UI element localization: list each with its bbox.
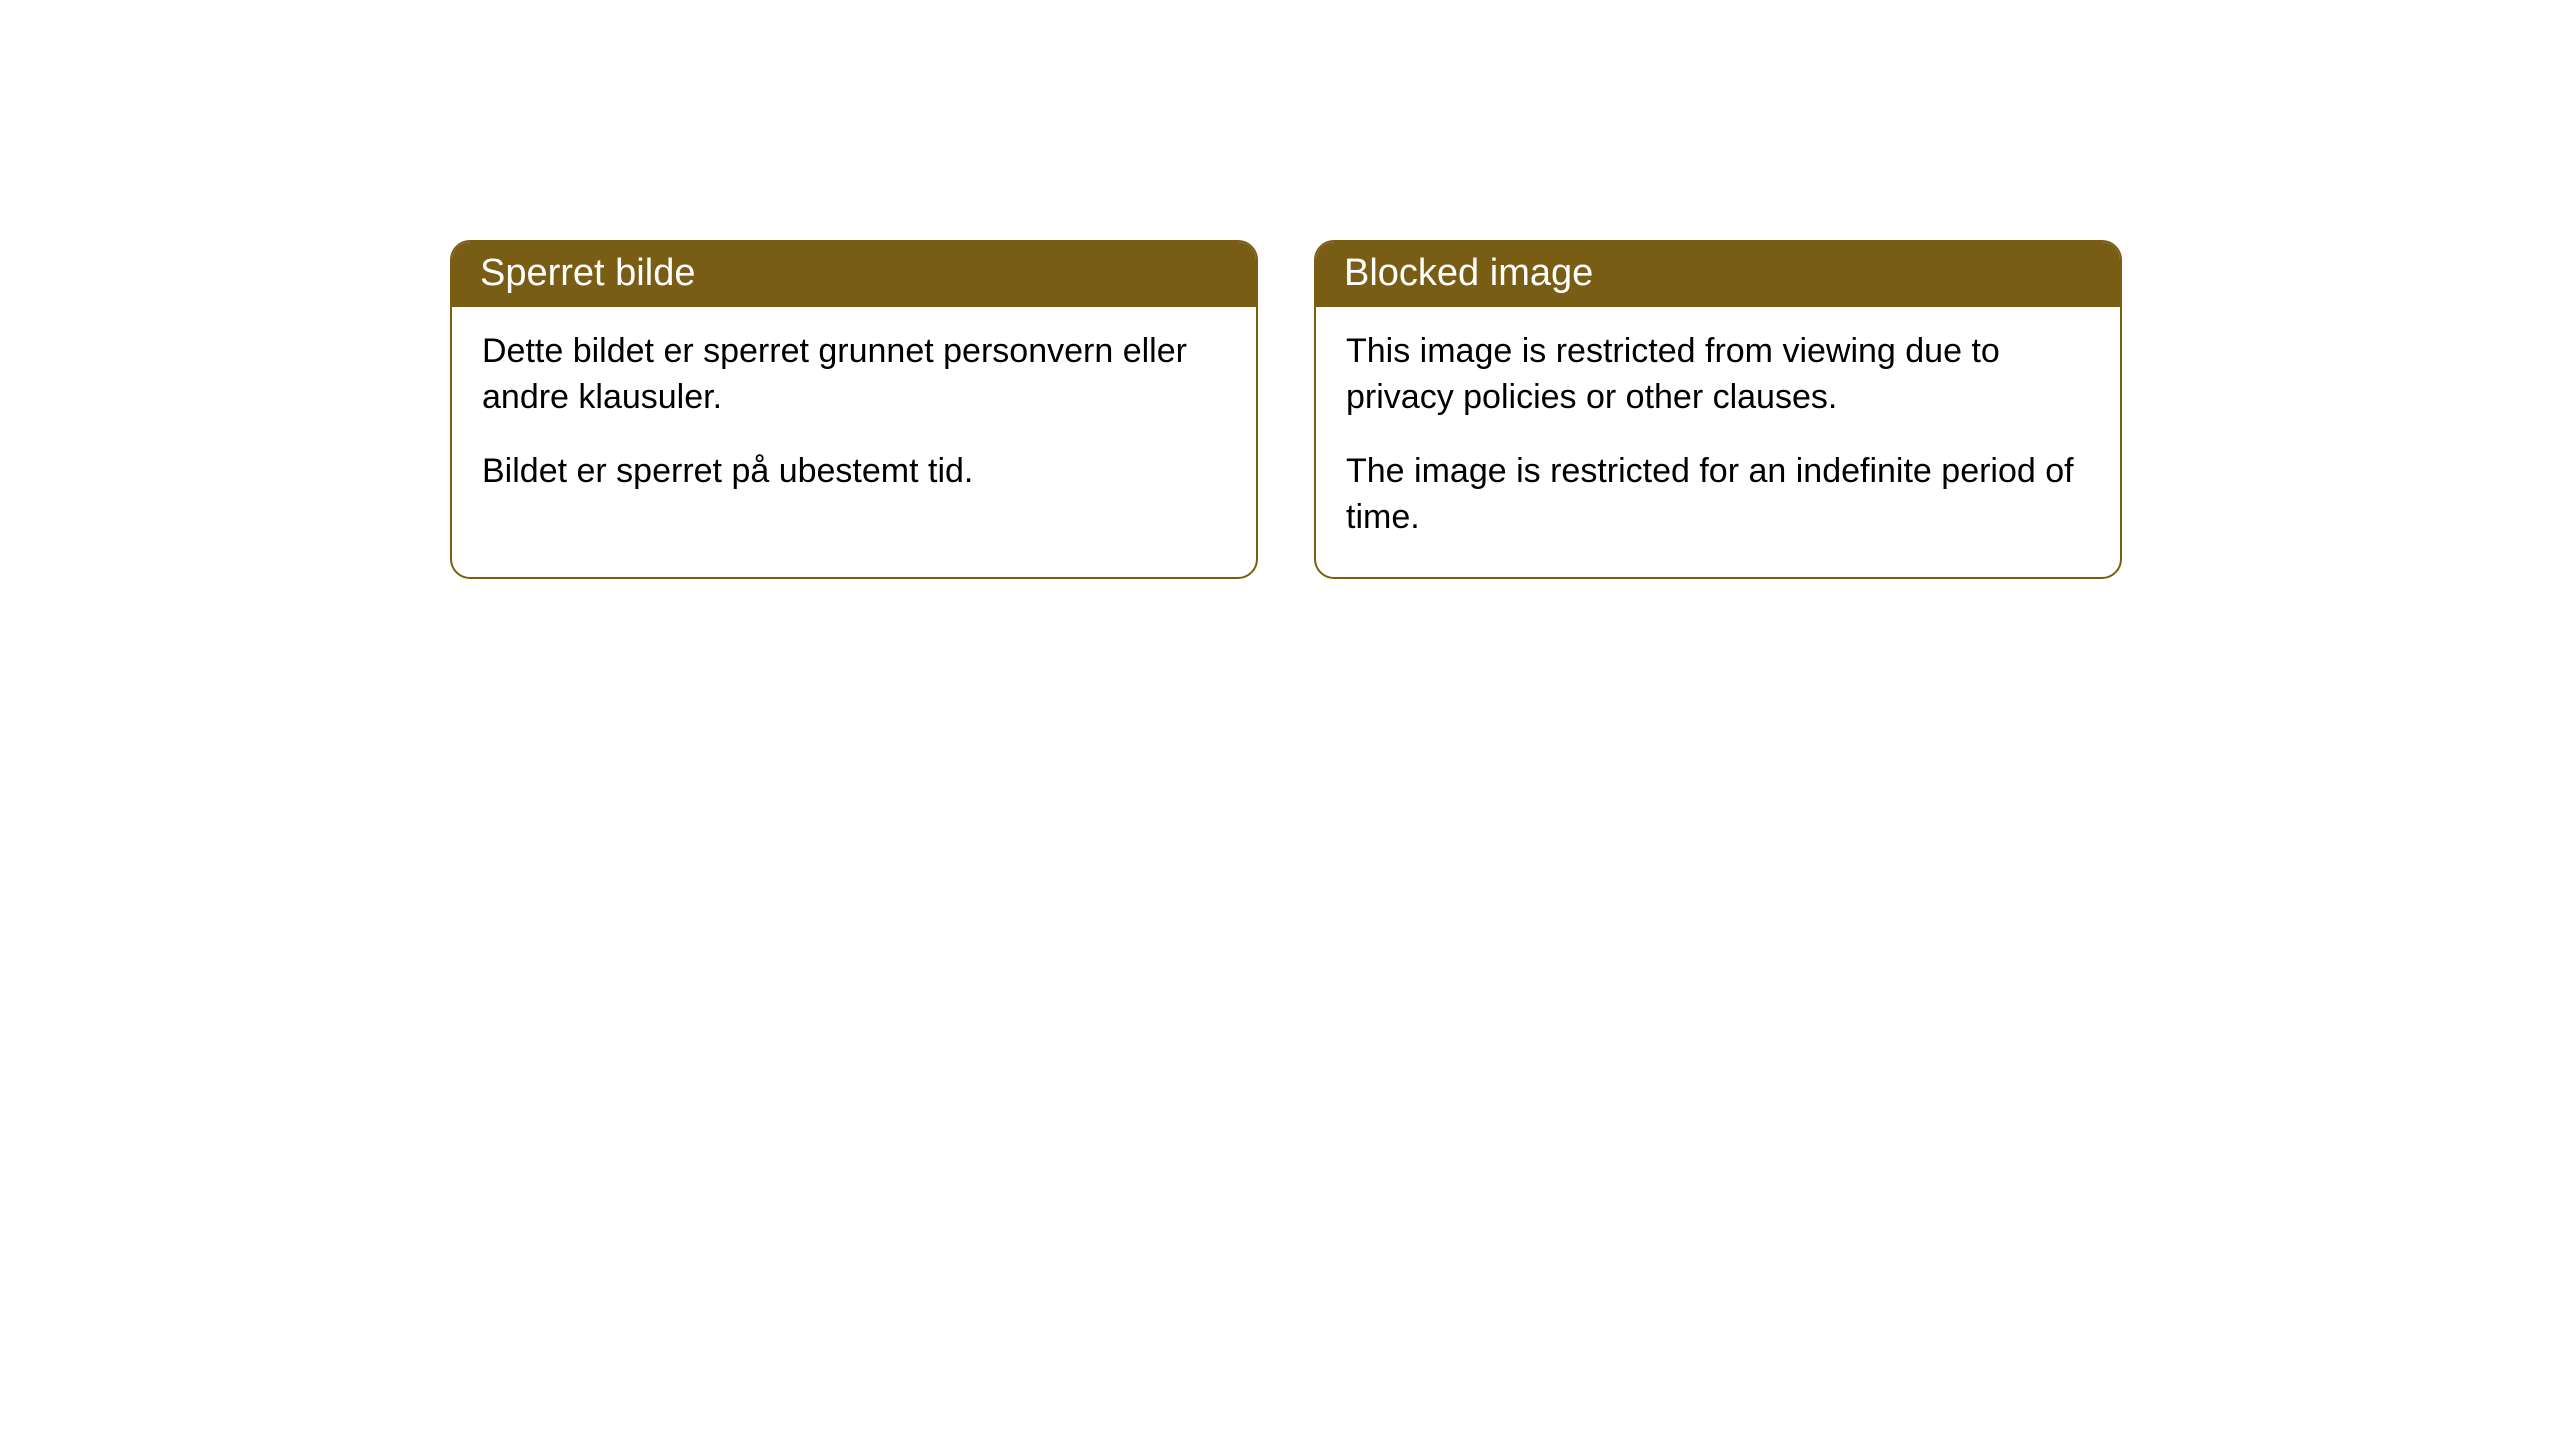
card-paragraph: Bildet er sperret på ubestemt tid. (482, 449, 1226, 495)
card-paragraph: This image is restricted from viewing du… (1346, 329, 2090, 421)
blocked-image-card-en: Blocked image This image is restricted f… (1314, 240, 2122, 579)
card-body: This image is restricted from viewing du… (1316, 307, 2120, 577)
card-body: Dette bildet er sperret grunnet personve… (452, 307, 1256, 531)
card-header: Blocked image (1316, 242, 2120, 307)
card-title: Blocked image (1344, 252, 1593, 294)
card-paragraph: The image is restricted for an indefinit… (1346, 449, 2090, 541)
blocked-image-card-no: Sperret bilde Dette bildet er sperret gr… (450, 240, 1258, 579)
notice-cards-container: Sperret bilde Dette bildet er sperret gr… (450, 240, 2122, 579)
card-title: Sperret bilde (480, 252, 695, 294)
card-header: Sperret bilde (452, 242, 1256, 307)
card-paragraph: Dette bildet er sperret grunnet personve… (482, 329, 1226, 421)
